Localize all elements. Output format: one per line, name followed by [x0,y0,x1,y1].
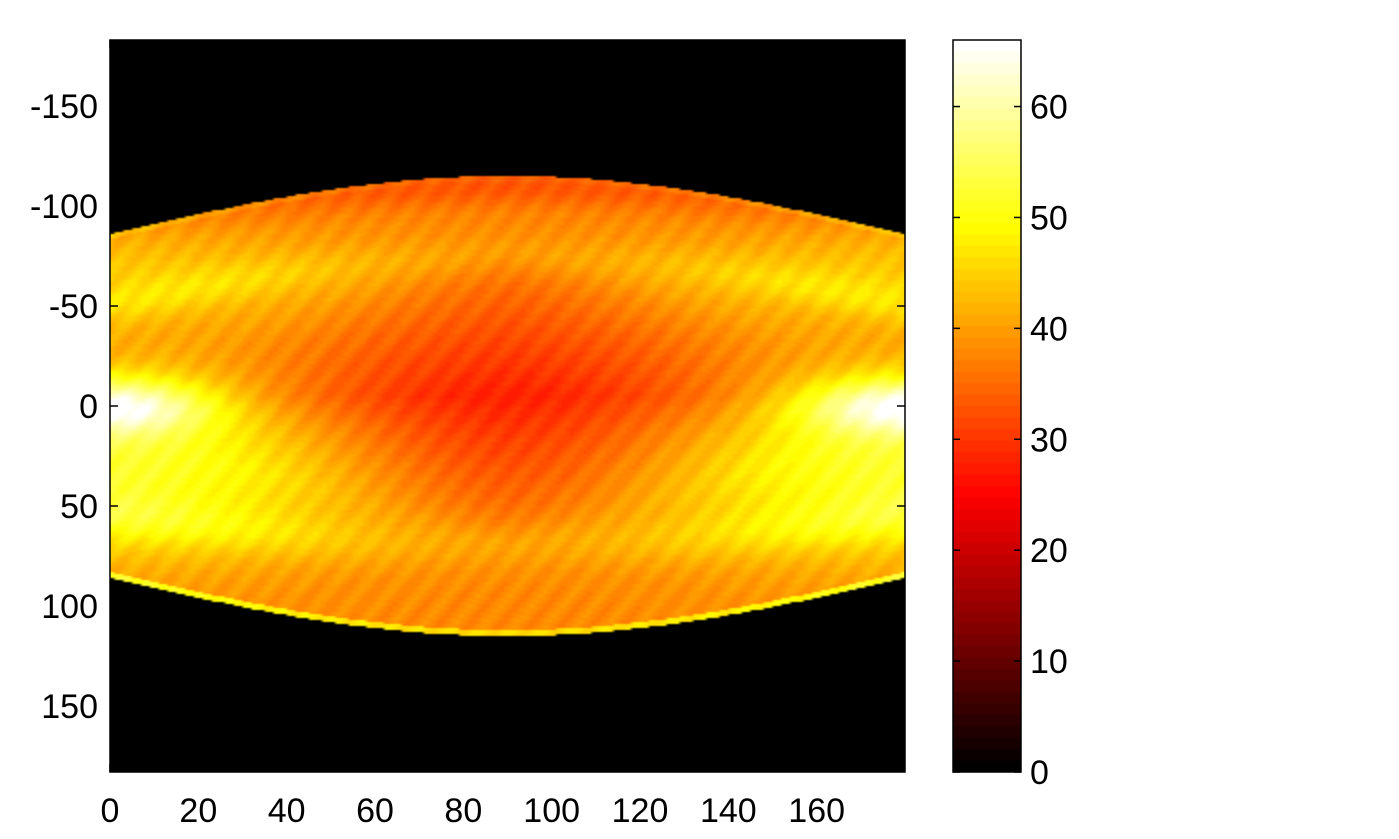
y-tick-label: -150 [30,88,98,126]
colorbar-ticks: 0 10 20 30 40 50 60 [953,89,1068,792]
colorbar-tick-label: 0 [1030,754,1049,792]
x-tick-label: 80 [444,792,482,830]
x-tick-label: 100 [523,792,580,830]
y-tick-label: -50 [49,288,98,326]
y-tick-label: 100 [41,588,98,626]
colorbar-tick-label: 10 [1030,643,1068,681]
x-tick-label: 140 [700,792,757,830]
x-tick-label: 60 [356,792,394,830]
colorbar-frame [952,39,1022,773]
x-tick-label: 0 [101,792,120,830]
heatmap-image [110,40,905,772]
heatmap-axes: 0 20 40 60 80 100 120 140 160 -150 -100 -50 0 50 100 1… [30,39,906,830]
y-tick-label: 50 [60,488,98,526]
x-tick-label: 20 [179,792,217,830]
x-tick-label: 120 [612,792,669,830]
colorbar-gradient [953,40,1021,772]
x-axis-ticks: 0 20 40 60 80 100 120 140 160 [101,40,845,830]
colorbar-tick-label: 40 [1030,310,1068,348]
x-tick-label: 160 [788,792,845,830]
colorbar-tick-label: 50 [1030,199,1068,237]
colorbar-tick-label: 60 [1030,89,1068,127]
x-tick-label: 40 [268,792,306,830]
y-axis-ticks: -150 -100 -50 0 50 100 150 [30,88,905,726]
colorbar-tick-label: 20 [1030,532,1068,570]
colorbar: 0 10 20 30 40 50 60 [952,39,1068,792]
y-tick-label: -100 [30,188,98,226]
colorbar-tick-label: 30 [1030,421,1068,459]
y-tick-label: 150 [41,688,98,726]
y-tick-label: 0 [79,388,98,426]
